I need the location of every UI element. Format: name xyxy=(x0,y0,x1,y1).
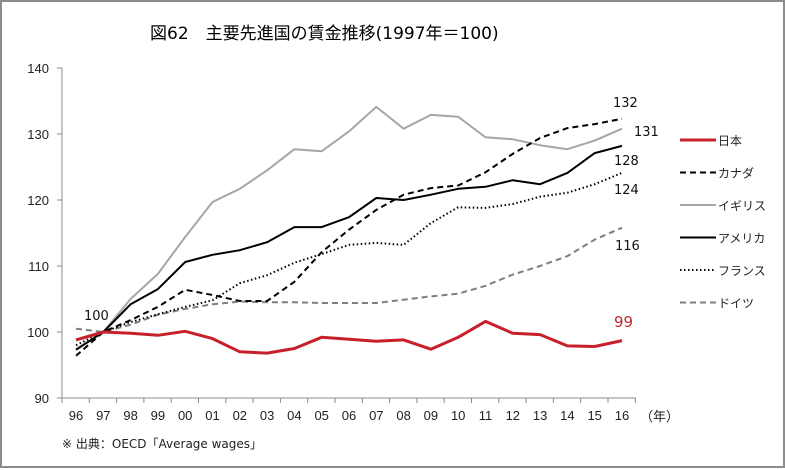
y-tick-label: 120 xyxy=(27,193,49,208)
x-tick-label: 15 xyxy=(587,408,601,423)
legend-label: ドイツ xyxy=(718,297,754,311)
data-label: 100 xyxy=(84,309,109,324)
x-tick-label: 04 xyxy=(287,408,301,423)
data-label: 131 xyxy=(634,125,659,140)
y-tick-label: 130 xyxy=(27,127,49,142)
legend-label: 日本 xyxy=(718,134,742,148)
x-tick-label: 00 xyxy=(178,408,192,423)
x-tick-label: 11 xyxy=(479,408,493,423)
x-tick-label: 02 xyxy=(233,408,247,423)
data-label: 116 xyxy=(615,239,640,254)
series-line-5 xyxy=(76,228,622,332)
x-tick-label: 06 xyxy=(342,408,356,423)
data-label: 99 xyxy=(614,313,633,331)
x-tick-label: 01 xyxy=(205,408,219,423)
axes: 90 100 110 120 130 140 96 97 98 99 00 01 02 03 04 05 06 0… xyxy=(27,61,636,423)
x-tick-label: 97 xyxy=(96,408,110,423)
data-label: 124 xyxy=(614,183,639,198)
data-label: 132 xyxy=(613,96,638,111)
series-line-4 xyxy=(76,173,622,345)
x-tick-label: 07 xyxy=(369,408,383,423)
x-tick-label: 09 xyxy=(424,408,438,423)
x-tick-label: 05 xyxy=(314,408,328,423)
x-tick-label: 12 xyxy=(506,408,520,423)
legend-label: アメリカ xyxy=(718,232,765,246)
x-tick-label: 10 xyxy=(451,408,465,423)
series-line-0 xyxy=(76,321,622,353)
series-lines xyxy=(76,107,622,356)
x-tick-label: 03 xyxy=(260,408,274,423)
y-tick-label: 110 xyxy=(28,259,49,274)
series-line-1 xyxy=(76,119,622,356)
y-tick-label: 90 xyxy=(35,391,49,406)
annotations: 100 132 131 128 124 116 99 xyxy=(84,96,659,331)
data-label: 128 xyxy=(614,154,639,169)
x-tick-label: 14 xyxy=(560,408,574,423)
y-tick-label: 140 xyxy=(27,61,49,76)
x-tick-label: 96 xyxy=(69,408,83,423)
legend-label: カナダ xyxy=(718,166,754,181)
x-axis-unit-label: （年） xyxy=(640,409,679,424)
legend-label: フランス xyxy=(718,264,766,278)
chart-title: 図62 主要先進国の賃金推移(1997年＝100) xyxy=(150,24,499,44)
x-tick-label: 08 xyxy=(396,408,410,423)
x-tick-label: 13 xyxy=(533,408,547,423)
series-line-2 xyxy=(76,107,622,349)
x-tick-label: 99 xyxy=(151,408,165,423)
x-tick-label: 16 xyxy=(615,408,629,423)
source-note: ※ 出典：OECD「Average wages」 xyxy=(62,437,262,451)
legend-label: イギリス xyxy=(718,199,766,213)
x-tick-label: 98 xyxy=(123,408,137,423)
y-tick-label: 100 xyxy=(27,325,49,340)
series-line-3 xyxy=(76,146,622,350)
